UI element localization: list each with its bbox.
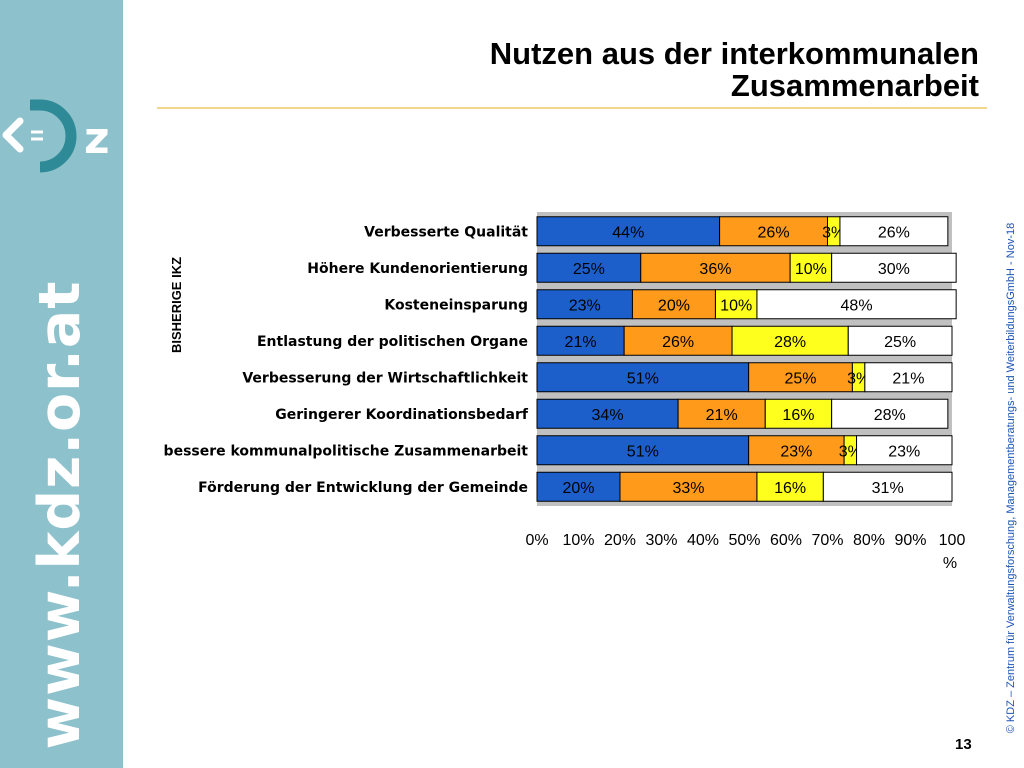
- category-label: Höhere Kundenorientierung: [307, 261, 528, 277]
- data-label: 23%: [888, 443, 920, 460]
- data-label: 23%: [780, 443, 812, 460]
- data-label: 44%: [612, 224, 644, 241]
- x-tick-label: 90%: [894, 532, 926, 549]
- logo-k-arrow: [2, 117, 24, 153]
- x-tick-label: 80%: [853, 532, 885, 549]
- data-label: 28%: [874, 407, 906, 424]
- data-label: 21%: [706, 407, 738, 424]
- bar-segment: [536, 398, 679, 429]
- data-label: 26%: [758, 224, 790, 241]
- logo-d-arc: [39, 99, 77, 173]
- x-tick-label: 50%: [728, 532, 760, 549]
- bar-segment: [831, 252, 957, 283]
- data-label: 20%: [562, 480, 594, 497]
- logo-z: z: [84, 113, 110, 164]
- category-label: Verbesserung der Wirtschaftlichkeit: [242, 370, 528, 386]
- data-label: 34%: [592, 407, 624, 424]
- data-label: 30%: [878, 261, 910, 278]
- bar-segment: [719, 216, 828, 247]
- bar-segment: [748, 435, 845, 466]
- bar-segment: [536, 252, 642, 283]
- bar-segment: [536, 325, 625, 356]
- data-label: 36%: [699, 261, 731, 278]
- sidebar-band: [0, 0, 123, 768]
- bar-segment: [847, 325, 953, 356]
- bar-segment: [756, 289, 957, 320]
- category-label: bessere kommunalpolitische Zusammenarbei…: [164, 443, 529, 459]
- bar-segment: [856, 435, 953, 466]
- bar-segment: [756, 471, 824, 502]
- kdz-logo: z: [2, 99, 110, 173]
- title-divider: [157, 107, 987, 109]
- data-label: 31%: [872, 480, 904, 497]
- x-tick-label: 100: [939, 532, 966, 549]
- data-label: 25%: [884, 334, 916, 351]
- category-label: Geringerer Koordinationsbedarf: [275, 407, 529, 423]
- bar-segment: [714, 289, 758, 320]
- bar-segment: [536, 216, 721, 247]
- data-label: 16%: [774, 480, 806, 497]
- bar-segment: [748, 362, 853, 393]
- title-line-1: Nutzen aus der interkommunalen: [489, 36, 979, 71]
- bar-segment: [536, 289, 633, 320]
- title-line-2: Zusammenarbeit: [730, 68, 979, 103]
- data-label: 10%: [795, 261, 827, 278]
- category-label: Verbesserte Qualität: [364, 224, 528, 240]
- bar-segment: [839, 216, 949, 247]
- data-label: 21%: [565, 334, 597, 351]
- x-tick-label: 20%: [604, 532, 636, 549]
- data-label: 23%: [569, 297, 601, 314]
- bar-segment: [764, 398, 833, 429]
- bar-segment: [619, 471, 758, 502]
- data-label: 25%: [785, 370, 817, 387]
- category-label: Entlastung der politischen Organe: [257, 334, 528, 350]
- x-tick-label: 40%: [687, 532, 719, 549]
- data-label: 33%: [672, 480, 704, 497]
- data-label: 28%: [774, 334, 806, 351]
- bar-segment: [864, 362, 953, 393]
- x-tick-label: 60%: [770, 532, 802, 549]
- bar-segment: [623, 325, 733, 356]
- data-label: 16%: [782, 407, 814, 424]
- data-label: 51%: [627, 370, 659, 387]
- x-tick-label: 0%: [525, 532, 548, 549]
- bar-segment: [789, 252, 833, 283]
- x-tick-label: 10%: [562, 532, 594, 549]
- category-label: Förderung der Entwicklung der Gemeinde: [198, 480, 528, 496]
- bar-segment: [822, 471, 953, 502]
- page-title: Nutzen aus der interkommunalen Zusammena…: [490, 38, 979, 102]
- copyright-note: © KDZ – Zentrum für Verwaltungsforschung…: [1005, 222, 1017, 734]
- group-label: BISHERIGE IKZ: [169, 257, 184, 353]
- data-label: 21%: [892, 370, 924, 387]
- bar-segment: [831, 398, 949, 429]
- data-label: 25%: [573, 261, 605, 278]
- logo-equals: [31, 130, 43, 141]
- data-label: 48%: [841, 297, 873, 314]
- x-tick-label: 70%: [811, 532, 843, 549]
- bar-segment: [731, 325, 849, 356]
- x-tick-label: 30%: [645, 532, 677, 549]
- data-label: 26%: [878, 224, 910, 241]
- page-number: 13: [955, 736, 972, 753]
- data-label: 26%: [662, 334, 694, 351]
- data-label: 20%: [658, 297, 690, 314]
- bar-segment: [536, 435, 750, 466]
- data-label: 10%: [720, 297, 752, 314]
- bar-segment: [677, 398, 766, 429]
- data-label: 51%: [627, 443, 659, 460]
- x-tick-label-overflow: %: [943, 555, 957, 572]
- category-label: Kosteneinsparung: [384, 297, 528, 313]
